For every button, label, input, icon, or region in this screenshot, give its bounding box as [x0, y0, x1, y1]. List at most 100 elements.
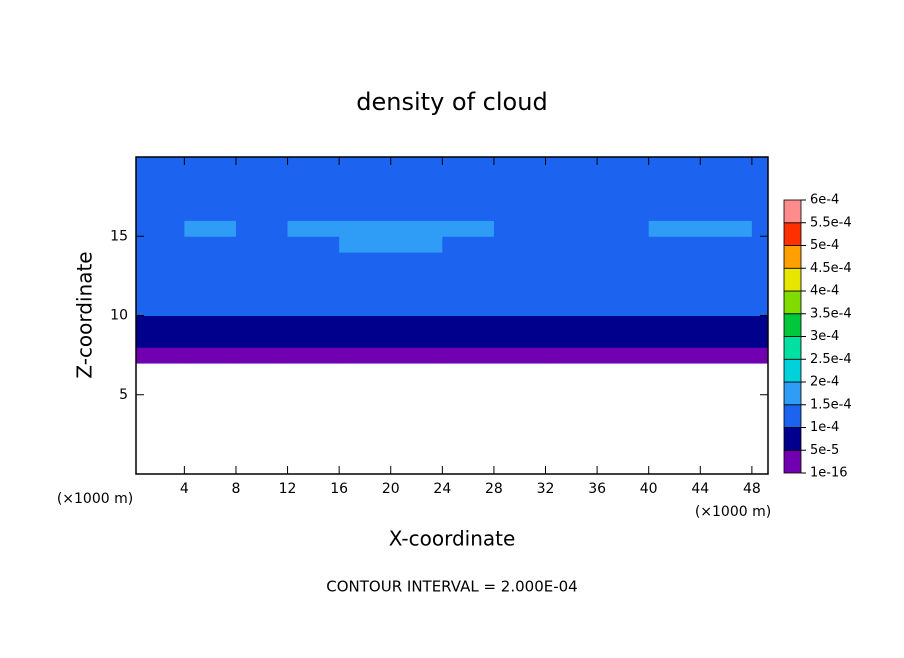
contour-cell [287, 315, 340, 332]
contour-cell [184, 331, 237, 348]
x-tick-label: 24 [433, 481, 451, 497]
contour-cell [648, 331, 701, 348]
contour-cell [235, 283, 289, 301]
contour-cell [339, 188, 392, 206]
colorbar-label: 1.5e-4 [810, 397, 852, 412]
colorbar-label: 3e-4 [810, 329, 839, 344]
contour-cell [390, 204, 443, 221]
contour-cell [287, 299, 340, 316]
contour-cell [136, 220, 185, 237]
contour-cell [648, 157, 701, 174]
y-axis-label: Z-coordinate [73, 251, 97, 378]
contour-cell [136, 299, 185, 316]
contour-cell [493, 220, 547, 237]
contour-cell [700, 172, 753, 190]
contour-cell [493, 267, 547, 285]
contour-cell [287, 236, 340, 253]
contour-cell [751, 220, 768, 237]
contour-cell [493, 157, 547, 174]
contour-cell [545, 172, 598, 190]
contour-cell [493, 299, 547, 316]
colorbar-segment [783, 358, 802, 383]
contour-cell [235, 315, 289, 332]
colorbar-label: 6e-4 [810, 193, 839, 208]
contour-cell [184, 283, 237, 301]
y-tick-label: 5 [119, 387, 128, 403]
contour-cell [442, 236, 495, 253]
contour-cell [235, 252, 289, 269]
contour-cell [390, 315, 443, 332]
colorbar-label: 1e-16 [810, 466, 848, 481]
contour-cell [339, 157, 392, 174]
contour-cell [648, 283, 701, 301]
colorbar-label: 5e-5 [810, 443, 839, 458]
x-tick-label: 8 [231, 481, 240, 497]
contour-cell [700, 283, 753, 301]
contour-cell [648, 204, 701, 221]
contour-cell [339, 331, 392, 348]
contour-cell [235, 267, 289, 285]
contour-cell [339, 220, 392, 237]
colorbar-segment [783, 245, 802, 269]
colorbar-segment [783, 381, 802, 406]
contour-cell [493, 236, 547, 253]
contour-cell [287, 188, 340, 206]
x-tick-label: 12 [279, 481, 297, 497]
contour-cell [597, 283, 650, 301]
contour-cell [184, 204, 237, 221]
contour-cell [545, 299, 598, 316]
contour-cell [390, 299, 443, 316]
contour-cell [442, 347, 495, 364]
contour-cell [339, 267, 392, 285]
contour-cell [390, 252, 443, 269]
contour-cell [136, 252, 185, 269]
colorbar-label: 4e-4 [810, 284, 839, 299]
contour-cell [390, 157, 443, 174]
contour-cell [545, 331, 598, 348]
contour-cell [442, 204, 495, 221]
contour-cell [136, 331, 185, 348]
contour-cell [136, 347, 185, 364]
contour-cell [287, 220, 340, 237]
contour-cell [751, 267, 768, 285]
contour-cell [390, 331, 443, 348]
contour-cell [597, 236, 650, 253]
contour-cell [184, 172, 237, 190]
contour-cell [136, 236, 185, 253]
x-tick-label: 28 [485, 481, 503, 497]
field [136, 157, 768, 364]
contour-cell [136, 315, 185, 332]
contour-cell [235, 188, 289, 206]
contour-cell [493, 188, 547, 206]
colorbar-segment [783, 313, 802, 337]
contour-cell [339, 204, 392, 221]
contour-cell [648, 252, 701, 269]
x-tick-label: 40 [640, 481, 658, 497]
contour-cell [442, 283, 495, 301]
contour-cell [287, 331, 340, 348]
contour-cell [751, 236, 768, 253]
contour-cell [339, 283, 392, 301]
colorbar-label: 3.5e-4 [810, 306, 852, 321]
contour-cell [545, 315, 598, 332]
contour-cell [184, 188, 237, 206]
contour-cell [235, 172, 289, 190]
contour-cell [751, 157, 768, 174]
contour-cell [597, 315, 650, 332]
contour-cell [136, 283, 185, 301]
contour-cell [493, 331, 547, 348]
contour-cell [751, 188, 768, 206]
contour-cell [235, 204, 289, 221]
contour-cell [442, 299, 495, 316]
colorbar-segment [783, 222, 802, 246]
contour-cell [700, 299, 753, 316]
contour-cell [700, 236, 753, 253]
contour-cell [184, 315, 237, 332]
contour-cell [442, 252, 495, 269]
contour-cell [751, 331, 768, 348]
colorbar-segment [783, 199, 802, 224]
colorbar-label: 5.5e-4 [810, 215, 852, 230]
colorbar-label: 2.5e-4 [810, 352, 852, 367]
contour-cell [235, 331, 289, 348]
